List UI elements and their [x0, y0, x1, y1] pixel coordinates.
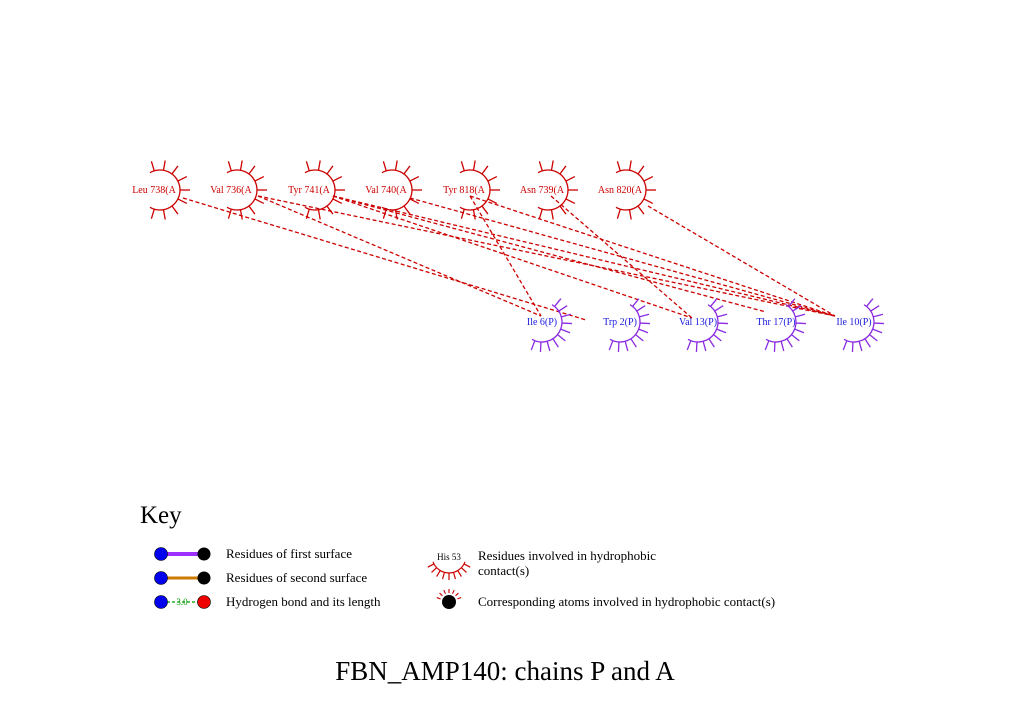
contact-lines — [182, 195, 836, 321]
hydrophobic-arc-tyr741 — [304, 160, 345, 220]
second-surface-atom-blue — [154, 571, 168, 585]
residue-asn820: Asn 820(A — [598, 160, 656, 220]
residue-label-val13: Val 13(P) — [679, 317, 717, 328]
second-surface-atom-black — [197, 571, 211, 585]
hydrophobic-atom-icon — [442, 595, 456, 609]
hydrophobic-arc-tyr818 — [459, 160, 500, 220]
contact-line-asn739-val13 — [550, 195, 693, 319]
residue-trp2: Trp 2(P) — [603, 298, 650, 352]
contact-line-tyr818-ile6 — [469, 195, 542, 317]
residue-label-tyr818: Tyr 818(A — [443, 185, 486, 196]
key-hydrophobic-label-1: Residues involved in hydrophobic — [478, 548, 656, 563]
key-example-residue-label: His 53 — [437, 552, 461, 562]
residue-val740: Val 740(A — [365, 160, 422, 220]
residue-tyr818: Tyr 818(A — [443, 160, 500, 220]
hbond-acceptor-atom — [197, 595, 211, 609]
hydrophobic-arc-val13 — [686, 298, 728, 352]
figure-title: FBN_AMP140: chains P and A — [335, 656, 675, 686]
residue-label-trp2: Trp 2(P) — [603, 317, 637, 328]
hbond-donor-atom — [154, 595, 168, 609]
residue-asn739: Asn 739(A — [520, 160, 578, 220]
residue-label-val736: Val 736(A — [210, 185, 252, 196]
key-hbond-label: Hydrogen bond and its length — [226, 594, 381, 609]
contact-line-val736-ile6 — [257, 195, 542, 317]
residue-ile10: Ile 10(P) — [836, 298, 884, 352]
key-hydrophobic-residue: His 53 Residues involved in hydrophobic … — [427, 548, 656, 580]
contact-line-val736-ile10 — [257, 195, 836, 317]
residue-label-thr17: Thr 17(P) — [756, 317, 795, 328]
hydrophobic-arc-icon — [427, 561, 471, 580]
hydrophobic-arc-asn820 — [615, 160, 656, 220]
residue-tyr741: Tyr 741(A — [288, 160, 345, 220]
hydrophobic-atom-spokes-icon — [436, 588, 462, 600]
contact-line-tyr741-thr17 — [332, 195, 767, 313]
hydrophobic-arc-ile6 — [530, 298, 572, 352]
contact-line-asn820-ile10 — [647, 205, 836, 317]
residues: Leu 738(A Val 736(A Tyr 741(A Val 740(A Tyr … — [132, 160, 884, 352]
residue-label-tyr741: Tyr 741(A — [288, 185, 331, 196]
contact-line-val740-ile10 — [409, 197, 836, 317]
first-surface-atom-blue — [154, 547, 168, 561]
contact-line-tyr818-ile10 — [469, 195, 836, 317]
key-first-surface-label: Residues of first surface — [226, 546, 352, 561]
residue-leu738: Leu 738(A — [132, 160, 190, 220]
key-hbond: 3.0 Hydrogen bond and its length — [154, 594, 381, 609]
hbond-length-label: 3.0 — [176, 597, 188, 607]
key-hydrophobic-label-2: contact(s) — [478, 563, 529, 578]
hydrophobic-arc-val740 — [381, 160, 422, 220]
key: Key Residues of first surface Residues o… — [140, 502, 775, 609]
residue-label-val740: Val 740(A — [365, 185, 407, 196]
hydrophobic-arc-val736 — [226, 160, 267, 220]
key-hydrophobic-atoms: Corresponding atoms involved in hydropho… — [436, 588, 775, 609]
residue-label-asn820: Asn 820(A — [598, 185, 643, 196]
contact-line-tyr741-val13 — [332, 195, 693, 319]
residue-val13: Val 13(P) — [679, 298, 728, 352]
residue-ile6: Ile 6(P) — [527, 298, 572, 352]
contact-line-leu738-trp2 — [182, 197, 587, 321]
residue-label-ile10: Ile 10(P) — [836, 317, 871, 328]
contact-line-tyr741-ile10 — [332, 195, 836, 317]
residue-label-leu738: Leu 738(A — [132, 185, 176, 196]
hydrophobic-arc-ile10 — [842, 298, 884, 352]
key-second-surface-label: Residues of second surface — [226, 570, 367, 585]
hydrophobic-arc-asn739 — [537, 160, 578, 220]
key-hydrophobic-atoms-label: Corresponding atoms involved in hydropho… — [478, 594, 775, 609]
hydrophobic-arc-trp2 — [608, 298, 650, 352]
hydrophobic-arc-leu738 — [149, 160, 190, 220]
hydrophobic-arc-thr17 — [764, 298, 806, 352]
first-surface-atom-black — [197, 547, 211, 561]
key-title: Key — [140, 502, 182, 529]
key-first-surface: Residues of first surface — [154, 546, 352, 561]
residue-thr17: Thr 17(P) — [756, 298, 806, 352]
residue-label-asn739: Asn 739(A — [520, 185, 565, 196]
residue-val736: Val 736(A — [210, 160, 267, 220]
key-second-surface: Residues of second surface — [154, 570, 367, 585]
residue-label-ile6: Ile 6(P) — [527, 317, 557, 328]
